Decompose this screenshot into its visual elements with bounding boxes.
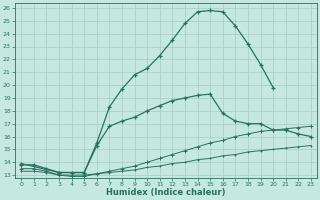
X-axis label: Humidex (Indice chaleur): Humidex (Indice chaleur) [106,188,226,197]
